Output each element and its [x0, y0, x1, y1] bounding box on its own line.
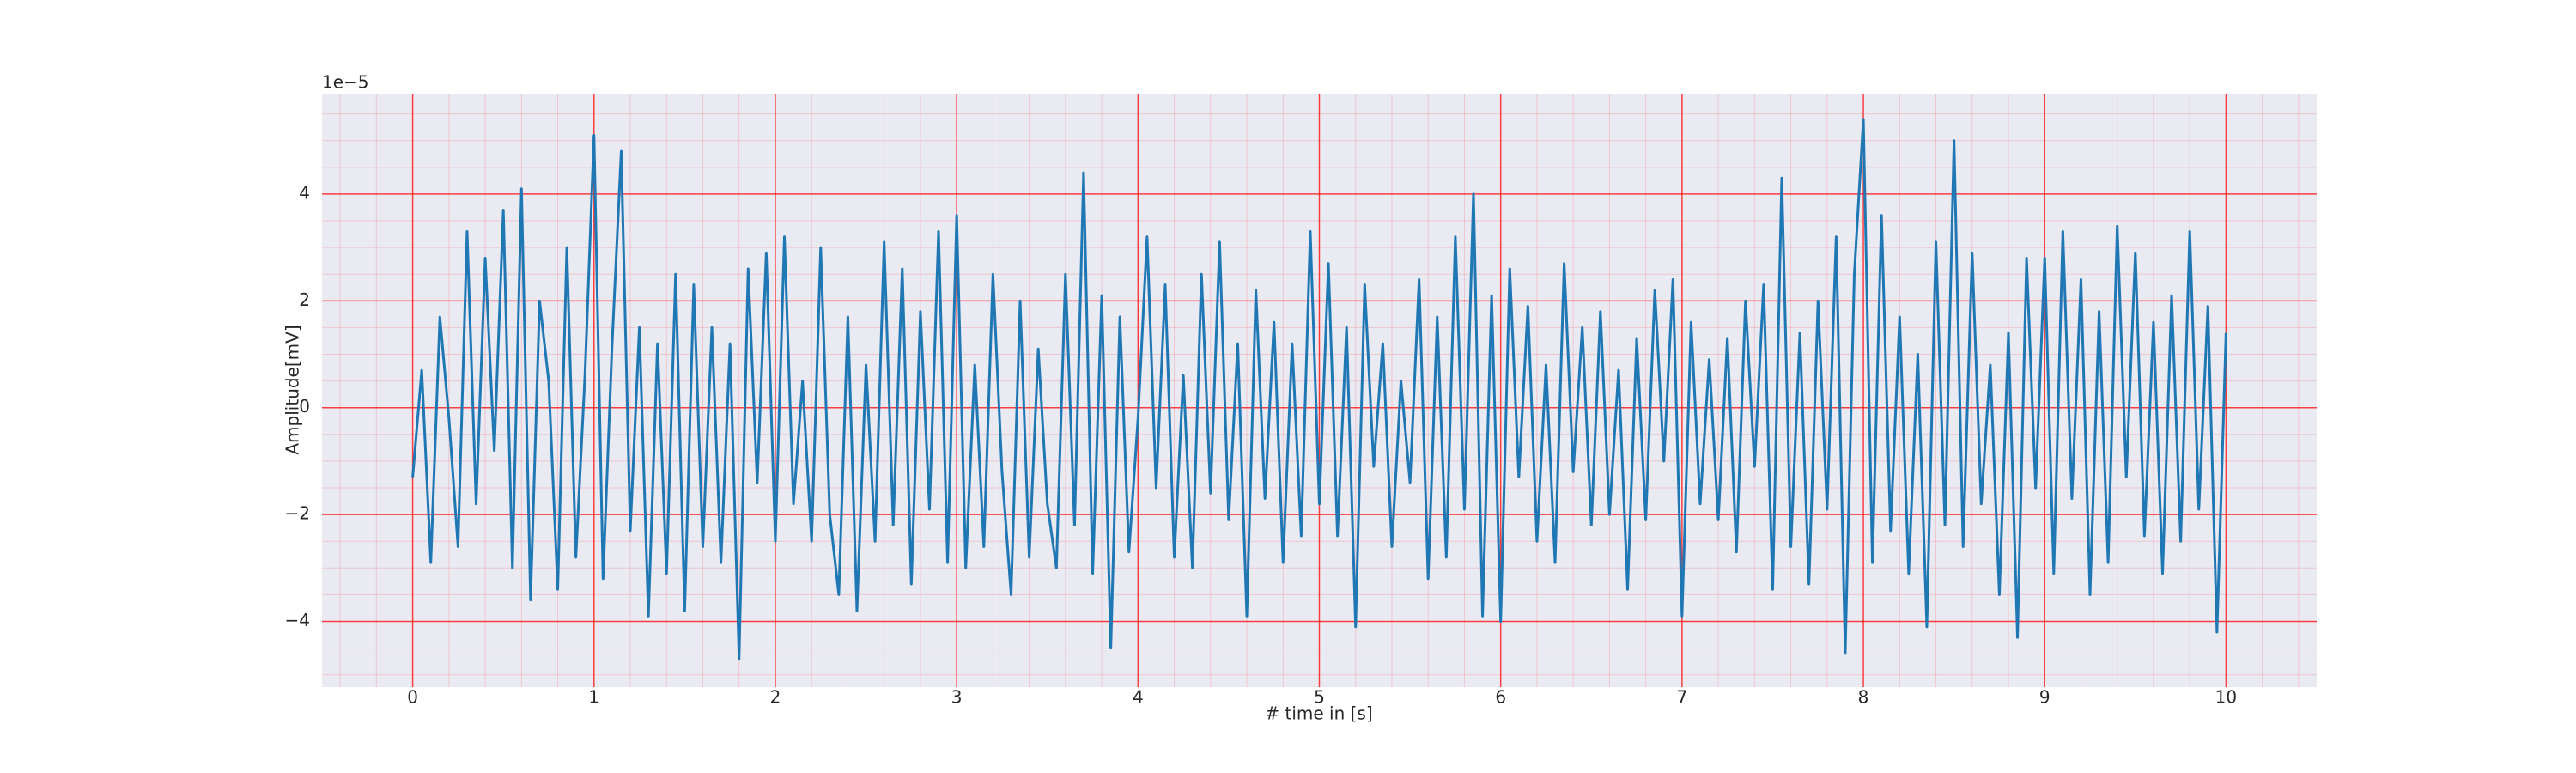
- x-tick-label: 5: [1314, 687, 1325, 708]
- x-tick-label: 1: [588, 687, 599, 708]
- y-tick-label: 4: [299, 182, 310, 203]
- x-tick-label: 9: [2039, 687, 2050, 708]
- y-tick-label: 2: [299, 289, 310, 310]
- x-tick-label: 4: [1133, 687, 1144, 708]
- x-tick-label: 2: [770, 687, 781, 708]
- x-tick-label: 0: [407, 687, 418, 708]
- x-tick-label: 8: [1858, 687, 1869, 708]
- x-tick-label: 6: [1495, 687, 1506, 708]
- y-tick-label: −4: [285, 610, 310, 630]
- x-tick-label: 7: [1676, 687, 1687, 708]
- marks: [411, 118, 2227, 660]
- y-offset-label: 1e−5: [322, 72, 369, 93]
- data-line: [411, 118, 2227, 660]
- x-axis-label: # time in [s]: [1265, 703, 1372, 724]
- x-tick-label: 3: [951, 687, 963, 708]
- y-tick-label: −2: [285, 503, 310, 524]
- x-tick-label: 10: [2215, 687, 2237, 708]
- grid: [322, 94, 2317, 687]
- y-axis-label: Amplitude[mV]: [283, 325, 303, 454]
- y-tick-label: 0: [299, 396, 310, 417]
